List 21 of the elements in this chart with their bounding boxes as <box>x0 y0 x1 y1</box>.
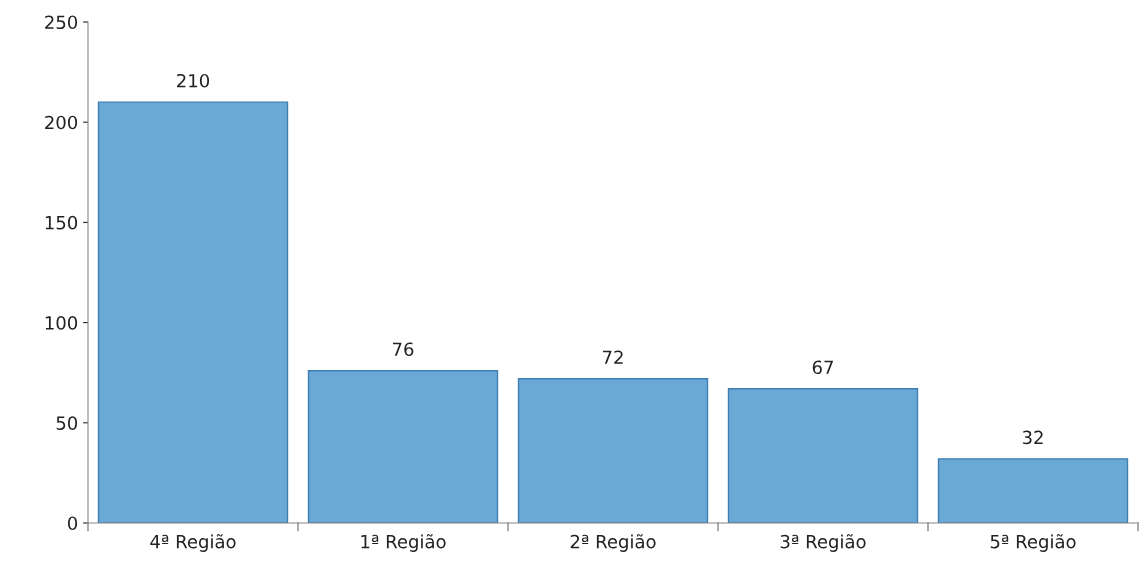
data-label: 67 <box>812 360 833 375</box>
y-tick-label: 250 <box>45 15 78 30</box>
x-tick-label: 4ª Região <box>150 534 236 552</box>
data-label: 32 <box>1022 430 1043 445</box>
bar <box>727 388 919 523</box>
bar <box>307 370 499 523</box>
data-label: 72 <box>602 350 623 364</box>
x-tick-label: 2ª Região <box>570 534 656 552</box>
y-tick-label: 50 <box>56 416 78 430</box>
x-tick-label: 1ª Região <box>361 534 446 552</box>
y-tick-label: 200 <box>45 115 78 130</box>
x-tick-label: 5ª Região <box>990 534 1076 552</box>
data-label: 210 <box>177 73 210 88</box>
x-tick-label: 3ª Região <box>780 534 866 552</box>
y-tick-label: 100 <box>45 316 78 330</box>
bar <box>937 458 1129 523</box>
data-label: 76 <box>392 342 414 357</box>
y-tick-label: 150 <box>45 215 78 230</box>
bar <box>97 101 289 523</box>
bar <box>517 378 709 523</box>
y-tick-label: 0 <box>67 516 78 531</box>
